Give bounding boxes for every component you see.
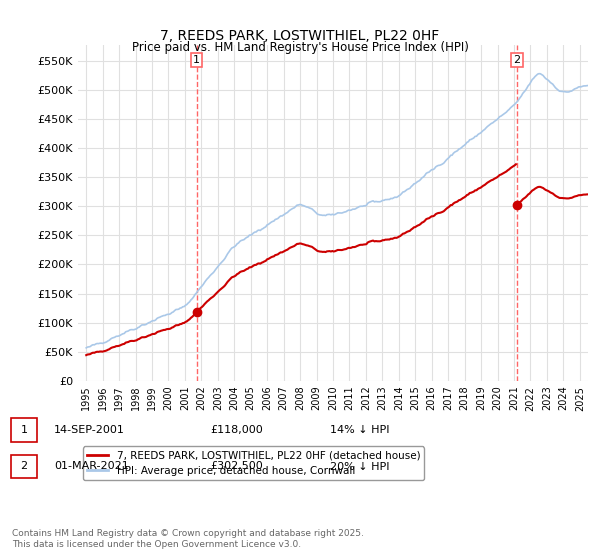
Text: Contains HM Land Registry data © Crown copyright and database right 2025.
This d: Contains HM Land Registry data © Crown c…	[12, 529, 364, 549]
Text: 1: 1	[193, 55, 200, 65]
Legend: 7, REEDS PARK, LOSTWITHIEL, PL22 0HF (detached house), HPI: Average price, detac: 7, REEDS PARK, LOSTWITHIEL, PL22 0HF (de…	[83, 446, 424, 480]
Text: 1: 1	[20, 425, 28, 435]
Text: 2: 2	[513, 55, 520, 65]
Text: 2: 2	[20, 461, 28, 472]
Text: 7, REEDS PARK, LOSTWITHIEL, PL22 0HF: 7, REEDS PARK, LOSTWITHIEL, PL22 0HF	[160, 29, 440, 44]
Text: 14-SEP-2001: 14-SEP-2001	[54, 425, 125, 435]
Text: £118,000: £118,000	[210, 425, 263, 435]
Text: £302,500: £302,500	[210, 461, 263, 472]
Text: Price paid vs. HM Land Registry's House Price Index (HPI): Price paid vs. HM Land Registry's House …	[131, 41, 469, 54]
Text: 20% ↓ HPI: 20% ↓ HPI	[330, 461, 389, 472]
Text: 01-MAR-2021: 01-MAR-2021	[54, 461, 129, 472]
Text: 14% ↓ HPI: 14% ↓ HPI	[330, 425, 389, 435]
